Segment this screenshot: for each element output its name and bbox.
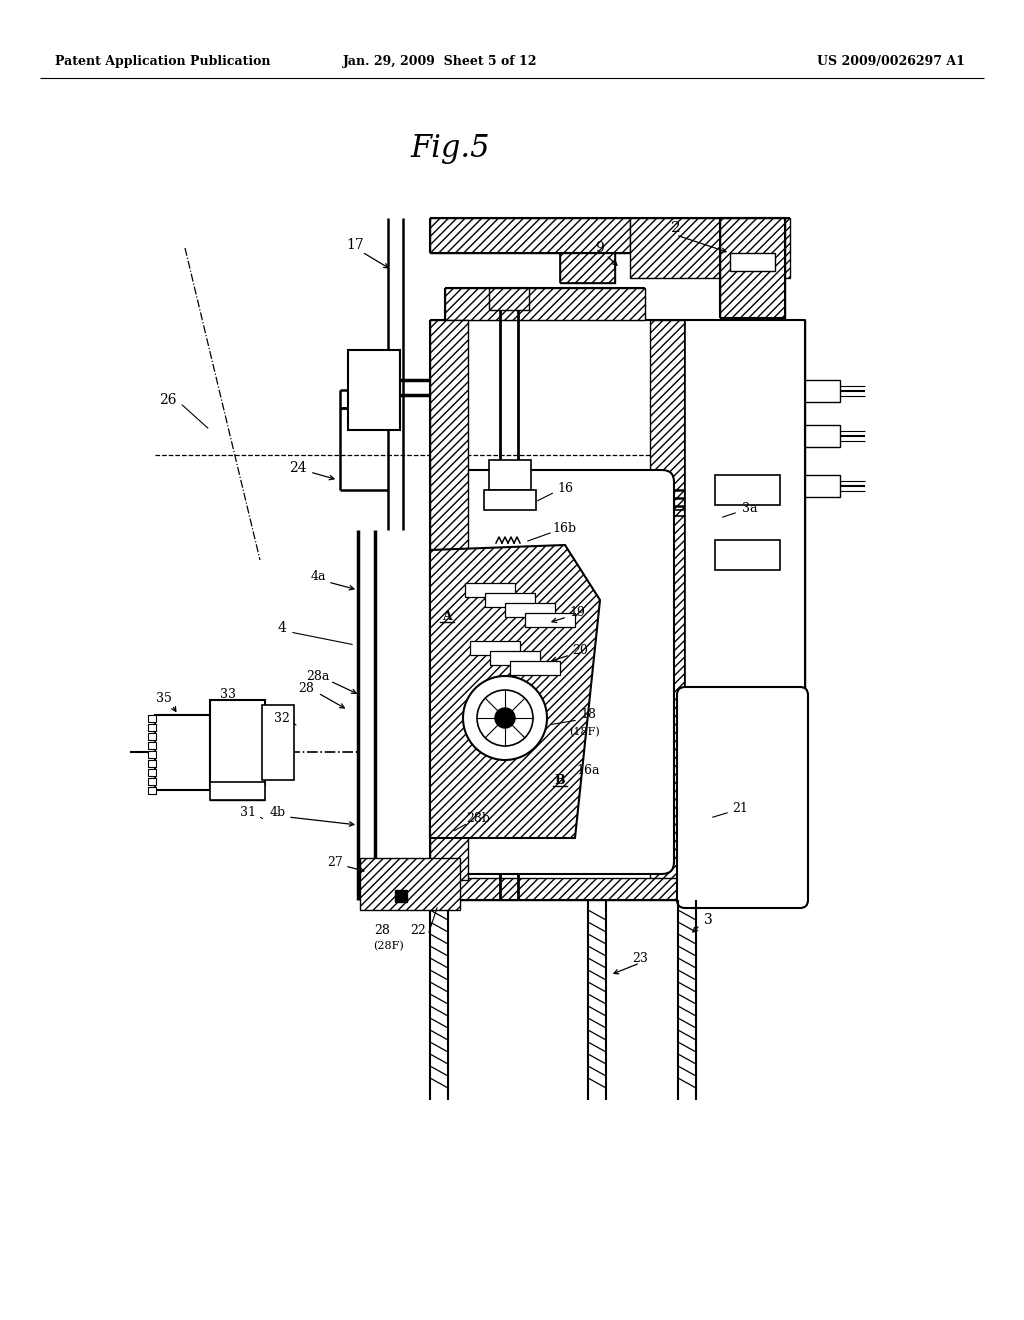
Bar — [715, 475, 780, 506]
Text: 20: 20 — [572, 644, 588, 656]
Bar — [685, 696, 800, 900]
Bar — [148, 715, 156, 722]
Text: 9: 9 — [595, 242, 603, 255]
Text: 16a: 16a — [577, 763, 600, 776]
Bar — [685, 319, 715, 696]
Text: (18F): (18F) — [568, 727, 599, 737]
Bar — [395, 890, 407, 902]
Bar — [685, 319, 805, 696]
Text: Fig.5: Fig.5 — [411, 132, 489, 164]
Bar — [650, 319, 685, 895]
Bar — [148, 723, 156, 731]
Text: 27: 27 — [327, 855, 343, 869]
Bar — [685, 869, 800, 900]
Text: 17: 17 — [346, 238, 364, 252]
Bar — [360, 858, 460, 909]
Text: 16b: 16b — [553, 521, 578, 535]
Text: 2: 2 — [671, 220, 681, 235]
Bar — [484, 490, 536, 510]
Text: 23: 23 — [632, 952, 648, 965]
Bar — [262, 705, 294, 780]
Bar — [210, 700, 265, 785]
Bar — [155, 715, 210, 789]
Bar — [148, 751, 156, 758]
Bar — [510, 661, 560, 675]
Text: 21: 21 — [732, 801, 748, 814]
Text: 26: 26 — [160, 393, 177, 407]
Bar — [148, 742, 156, 748]
Text: 3: 3 — [703, 913, 713, 927]
Bar — [775, 319, 805, 696]
Text: 24: 24 — [289, 461, 307, 475]
Text: 16: 16 — [557, 482, 573, 495]
Text: 28: 28 — [298, 681, 314, 694]
FancyBboxPatch shape — [677, 686, 808, 908]
Text: 4a: 4a — [310, 569, 326, 582]
Text: 28: 28 — [374, 924, 390, 936]
Bar — [148, 787, 156, 795]
Bar — [465, 583, 515, 597]
Text: B: B — [555, 774, 565, 787]
Bar — [430, 319, 468, 880]
Circle shape — [463, 676, 547, 760]
Bar — [430, 878, 685, 900]
Bar — [720, 218, 785, 318]
Text: (28F): (28F) — [373, 941, 403, 952]
FancyBboxPatch shape — [455, 470, 674, 874]
Text: 4: 4 — [278, 620, 287, 635]
Bar — [148, 777, 156, 785]
Text: 32: 32 — [274, 711, 290, 725]
Bar — [490, 651, 540, 665]
Text: A: A — [442, 610, 452, 623]
Bar — [805, 475, 840, 498]
Bar — [430, 218, 630, 253]
Circle shape — [477, 690, 534, 746]
Text: 35: 35 — [156, 692, 172, 705]
Bar — [210, 781, 265, 800]
Bar — [560, 253, 615, 282]
Text: 33: 33 — [220, 688, 236, 701]
Text: 22: 22 — [411, 924, 426, 936]
Text: 28a: 28a — [306, 669, 330, 682]
Bar — [148, 733, 156, 741]
Bar — [430, 319, 465, 895]
Text: 31: 31 — [240, 805, 256, 818]
Bar — [489, 288, 529, 310]
Text: Jan. 29, 2009  Sheet 5 of 12: Jan. 29, 2009 Sheet 5 of 12 — [343, 55, 538, 69]
Text: Patent Application Publication: Patent Application Publication — [55, 55, 270, 69]
Circle shape — [495, 708, 515, 729]
Bar — [470, 642, 520, 655]
Text: 4b: 4b — [270, 805, 286, 818]
Bar — [715, 540, 780, 570]
Text: US 2009/0026297 A1: US 2009/0026297 A1 — [817, 55, 965, 69]
Bar — [445, 288, 645, 319]
Bar — [730, 253, 775, 271]
Text: 18: 18 — [580, 709, 596, 722]
Bar — [805, 425, 840, 447]
Polygon shape — [430, 545, 600, 838]
Bar — [485, 593, 535, 607]
Bar — [505, 603, 555, 616]
Bar — [630, 218, 790, 279]
Text: 28b: 28b — [466, 812, 490, 825]
Bar — [805, 380, 840, 403]
Text: 19: 19 — [569, 606, 585, 619]
Bar — [148, 760, 156, 767]
Bar — [348, 350, 400, 430]
Bar — [525, 612, 575, 627]
Text: 3a: 3a — [742, 502, 758, 515]
Bar — [148, 770, 156, 776]
Bar — [685, 696, 800, 785]
Bar — [489, 459, 531, 490]
